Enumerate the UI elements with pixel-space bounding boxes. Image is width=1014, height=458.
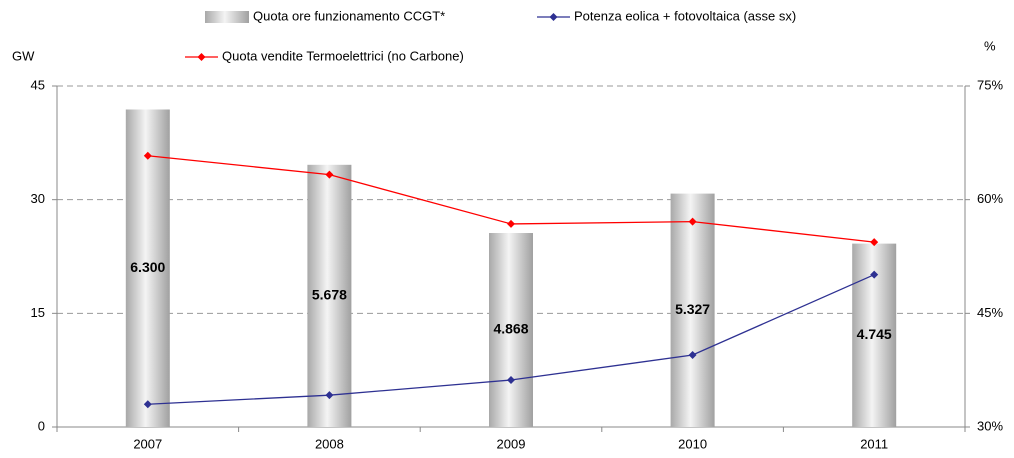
- marker: [870, 270, 879, 279]
- y2-tick-label: 45%: [977, 305, 1003, 320]
- y-tick-label: 45: [31, 77, 45, 92]
- bar: [307, 164, 352, 427]
- y2-tick-label: 30%: [977, 418, 1003, 433]
- x-tick-label: 2008: [315, 436, 344, 451]
- x-tick-label: 2009: [497, 436, 526, 451]
- y-tick-label: 0: [38, 418, 45, 433]
- y2-tick-label: 75%: [977, 77, 1003, 92]
- bar-label: 4.868: [493, 321, 528, 337]
- bar: [670, 193, 715, 427]
- line: [147, 155, 875, 243]
- bar: [489, 233, 533, 427]
- marker: [870, 238, 879, 247]
- bar-label: 6.300: [130, 259, 165, 275]
- marker: [507, 219, 515, 228]
- marker: [325, 391, 334, 400]
- x-tick-label: 2011: [860, 436, 888, 451]
- y-axis-label: GW: [12, 48, 35, 63]
- bar: [125, 109, 170, 427]
- y-tick-label: 15: [31, 305, 45, 320]
- bar-label: 5.327: [675, 301, 710, 317]
- x-tick-label: 2010: [678, 436, 707, 451]
- legend-label: Quota vendite Termoelettrici (no Carbone…: [222, 48, 464, 63]
- legend-label: Quota ore funzionamento CCGT*: [253, 8, 445, 23]
- legend-label: Potenza eolica + fotovoltaica (asse sx): [574, 8, 796, 23]
- bar-label: 4.745: [857, 326, 892, 342]
- marker: [143, 151, 152, 160]
- bar-label: 5.678: [312, 287, 347, 303]
- marker: [688, 217, 697, 226]
- y-tick-label: 30: [31, 191, 45, 206]
- marker: [507, 376, 515, 385]
- y2-tick-label: 60%: [977, 191, 1003, 206]
- legend-marker: [549, 13, 558, 21]
- marker: [325, 170, 334, 179]
- marker: [688, 351, 697, 360]
- legend-marker: [197, 53, 206, 61]
- x-tick-label: 2007: [133, 436, 162, 451]
- marker: [143, 400, 152, 409]
- legend-swatch: [205, 11, 249, 23]
- y2-axis-label: %: [984, 38, 996, 53]
